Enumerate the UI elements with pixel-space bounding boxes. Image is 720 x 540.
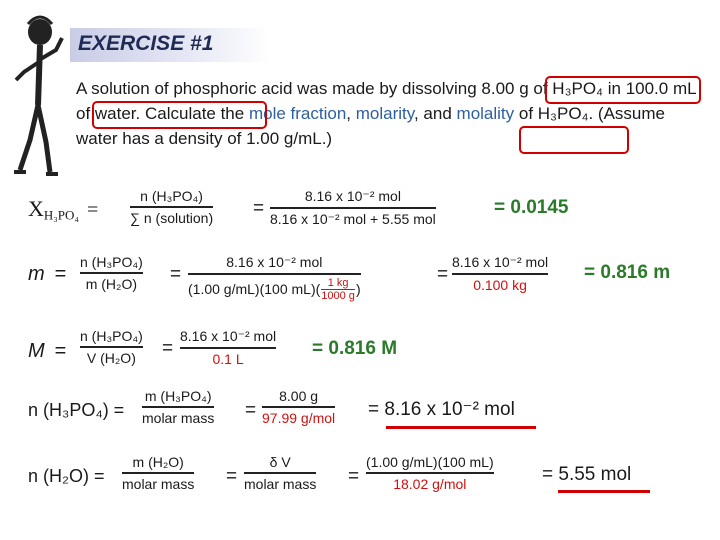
highlight-volume <box>92 101 267 129</box>
keyword-mole-fraction: mole fraction <box>248 104 347 123</box>
equals-sign: = <box>245 400 257 421</box>
molality-simplified: 8.16 x 10⁻² mol 0.100 kg <box>452 254 549 293</box>
mole-fraction-values: 8.16 x 10⁻² mol 8.16 x 10⁻² mol + 5.55 mo… <box>270 188 436 227</box>
moles-acid-result: = 8.16 x 10⁻² mol <box>368 399 515 420</box>
equals-sign: = <box>253 198 265 219</box>
problem-text: , <box>346 104 356 123</box>
moles-water-underline <box>558 490 650 493</box>
problem-statement: A solution of phosphoric acid was made b… <box>76 76 706 151</box>
problem-text: in <box>603 79 626 98</box>
given-volume: 100.0 mL of water <box>76 79 696 123</box>
problem-text: ) <box>326 129 333 148</box>
stick-figure-illustration <box>14 15 64 176</box>
equals-sign: = <box>226 466 238 487</box>
given-density: 1.00 g/mL. <box>246 129 327 148</box>
problem-text: A solution of phosphoric acid was made b… <box>76 79 482 98</box>
molality-symbol: m = <box>28 263 67 285</box>
highlight-density <box>519 126 629 154</box>
moles-water-result: = 5.55 mol <box>542 464 632 485</box>
keyword-molarity: molarity <box>355 104 414 123</box>
problem-text: . Calculate the <box>135 104 249 123</box>
keyword-molality: molality <box>456 104 515 123</box>
molarity-symbol: M = <box>28 340 67 362</box>
problem-text: of H₃PO₄. (Assume water has a density of <box>76 104 665 148</box>
moles-acid-values: 8.00 g 97.99 g/mol <box>262 388 336 426</box>
molality-values: 8.16 x 10⁻² mol (1.00 g/mL)(100 mL)(1 kg… <box>188 254 361 302</box>
molarity-formula: n (H₃PO₄) V (H₂O) <box>80 328 143 366</box>
molality-formula: n (H₃PO₄) m (H₂O) <box>80 254 143 292</box>
problem-text: , and <box>413 104 457 123</box>
moles-water-formula: m (H₂O) molar mass <box>122 454 195 492</box>
slide-title: EXERCISE #1 <box>78 32 214 55</box>
moles-acid-label: n (H₃PO₄) = <box>28 400 125 420</box>
molarity-result: = 0.816 M <box>312 338 398 359</box>
given-mass: 8.00 g of H₃PO₄ <box>481 79 603 98</box>
molality-result: = 0.816 m <box>584 262 671 283</box>
mole-fraction-formula: n (H₃PO₄) ∑ n (solution) <box>130 188 214 226</box>
equals-sign: = <box>162 338 174 359</box>
equals-sign: = <box>170 264 182 285</box>
moles-acid-formula: m (H₃PO₄) molar mass <box>142 388 215 426</box>
equals-sign: = <box>437 264 449 285</box>
mole-fraction-symbol: XH₃PO₄ = <box>28 196 99 223</box>
title-banner <box>70 28 270 62</box>
moles-water-values: (1.00 g/mL)(100 mL) 18.02 g/mol <box>366 454 494 492</box>
mole-fraction-result: = 0.0145 <box>494 197 569 218</box>
molarity-values: 8.16 x 10⁻² mol 0.1 L <box>180 328 277 367</box>
moles-water-label: n (H₂O) = <box>28 466 105 486</box>
equals-sign: = <box>348 466 360 487</box>
moles-acid-underline <box>386 426 536 429</box>
highlight-mass <box>545 76 701 104</box>
